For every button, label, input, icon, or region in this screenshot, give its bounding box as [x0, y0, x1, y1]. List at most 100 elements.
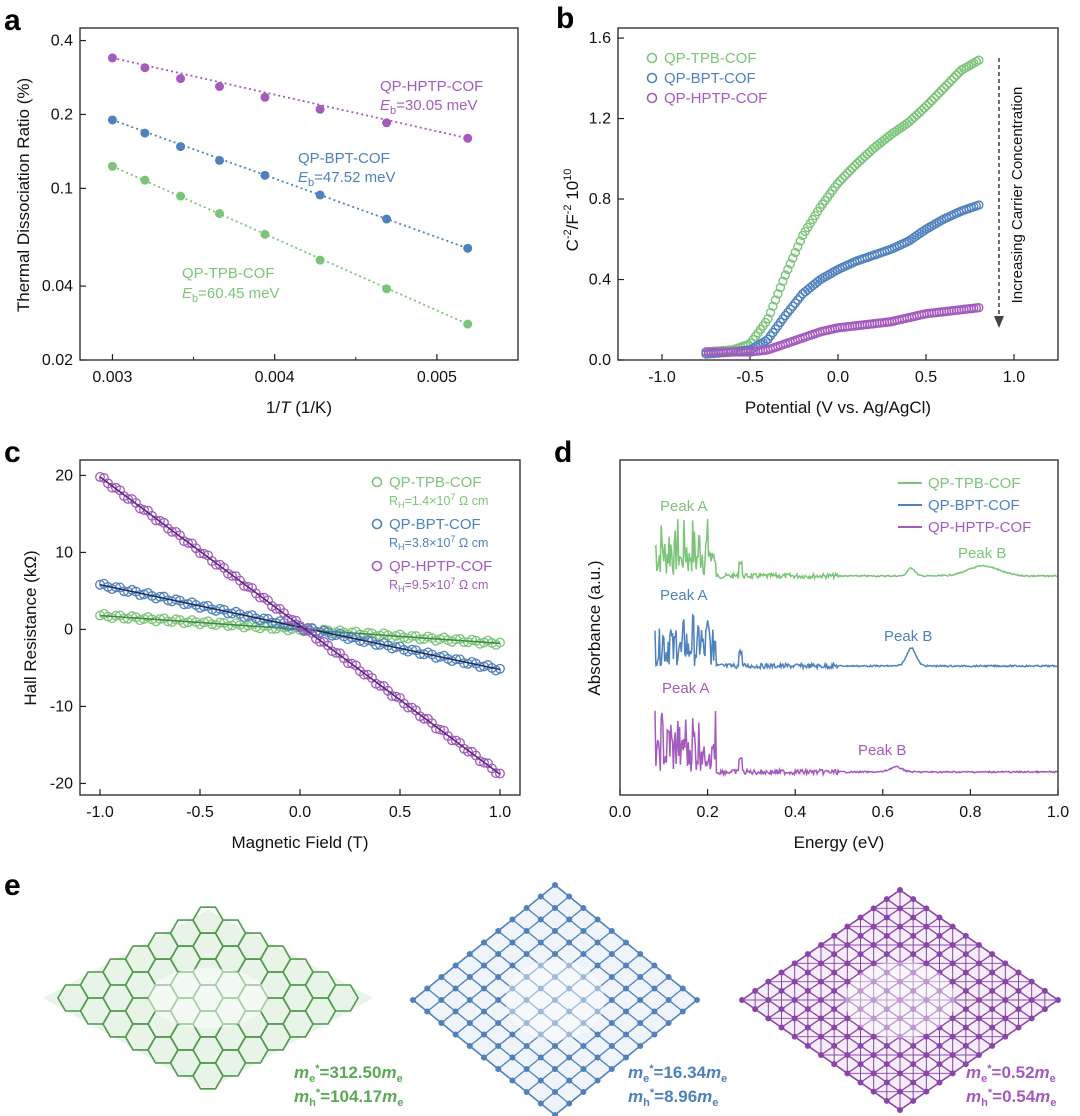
lattice-node — [466, 1020, 473, 1026]
lattice-node — [424, 1008, 431, 1015]
lattice-node — [495, 1066, 502, 1072]
data-point — [929, 93, 939, 103]
data-point — [260, 229, 270, 239]
data-point — [243, 581, 253, 592]
mh-bpt: mh*=8.96me — [628, 1087, 718, 1109]
data-point — [768, 301, 778, 311]
eb-hptp-a: Eb=30.05 meV — [380, 97, 477, 117]
peak-b-tpb: Peak B — [958, 545, 1006, 562]
legend-marker-hptp-c — [371, 560, 383, 572]
legend-bpt-b: QP-BPT-COF — [664, 70, 756, 87]
lattice-node — [537, 1008, 544, 1015]
y-tick-label: 0.4 — [589, 272, 611, 289]
y-tick-label: 0.2 — [51, 106, 73, 123]
data-point — [949, 72, 959, 83]
x-tick-label: 0.0 — [827, 369, 849, 386]
lattice-node — [438, 1020, 445, 1026]
lattice-highlight — [844, 961, 956, 1039]
lattice-node — [566, 1008, 573, 1015]
y-tick-label: -10 — [50, 698, 73, 715]
y-tick-label: 1.6 — [589, 30, 611, 47]
lattice-node — [594, 1054, 601, 1061]
lattice-node — [523, 997, 530, 1003]
data-point — [974, 55, 984, 65]
fit-line — [99, 583, 501, 671]
panel-b-points — [701, 55, 984, 359]
panel-d-spectra — [654, 518, 1058, 778]
data-point — [287, 614, 297, 625]
lattice-ring — [237, 1036, 269, 1064]
lattice-node — [566, 1100, 573, 1107]
data-point — [946, 75, 957, 85]
data-point — [775, 282, 786, 293]
lattice-node — [679, 1008, 686, 1015]
panel-b-ticks: -1.0 -0.5 0.0 0.5 1.0 0.0 0.4 0.8 1.2 1.6 — [589, 30, 1025, 386]
panel-d-legend: QP-TPB-COF QP-BPT-COF QP-HPTP-COF — [898, 475, 1031, 536]
data-point — [315, 104, 325, 114]
data-point — [215, 155, 225, 165]
lattice-node — [580, 1089, 587, 1095]
lattice-node — [509, 1077, 516, 1084]
carrier-arrow-head — [994, 316, 1004, 328]
lattice-node — [523, 1089, 530, 1095]
data-point — [382, 284, 392, 294]
panel-b: b -1.0 -0.5 0.0 0.5 1.0 0.0 0.4 0.8 1.2 1.6 Poten… — [556, 2, 1059, 417]
lattice-node — [637, 997, 644, 1003]
data-point — [176, 191, 186, 201]
lattice-node — [623, 1031, 629, 1038]
lattice-bond — [526, 907, 670, 1024]
data-point — [788, 253, 798, 263]
lattice-node — [552, 997, 558, 1003]
data-point — [435, 724, 445, 735]
data-point — [783, 264, 793, 275]
lattice-node — [537, 1100, 544, 1107]
panel-letter-a: a — [4, 4, 21, 37]
data-point — [127, 611, 137, 622]
data-point — [495, 768, 505, 779]
data-point — [936, 85, 947, 96]
panel-d-ticks: 0.0 0.2 0.4 0.6 0.8 1.0 — [609, 789, 1069, 821]
data-point — [176, 74, 186, 84]
lattice-node — [637, 1043, 644, 1049]
data-point — [463, 746, 473, 757]
x-tick-label: 0.004 — [255, 369, 295, 386]
y-tick-label: 0.04 — [42, 278, 73, 295]
legend-hptp-c: QP-HPTP-COF — [389, 558, 492, 575]
y-tick-label: 0.0 — [589, 352, 611, 369]
lattice-node — [537, 1031, 544, 1038]
lattice-node — [594, 1031, 601, 1038]
data-point — [951, 70, 962, 80]
data-point — [176, 142, 186, 152]
data-point — [926, 95, 937, 106]
y-tick-label: 0.1 — [51, 180, 73, 197]
mh-hptp: mh*=0.54me — [966, 1087, 1056, 1109]
lattice-highlight — [505, 959, 605, 1041]
lattice-node — [552, 1112, 558, 1116]
lattice-node — [481, 1008, 487, 1015]
data-point — [140, 128, 150, 138]
legend-hptp-b: QP-HPTP-COF — [664, 90, 767, 107]
lattice-hptp — [739, 887, 1061, 1113]
lattice-node — [580, 1066, 587, 1072]
data-point — [917, 105, 927, 116]
data-point — [835, 176, 845, 186]
lattice-bond — [497, 930, 641, 1047]
legend-tpb-b: QP-TPB-COF — [664, 50, 757, 67]
lattice-node — [452, 1031, 459, 1038]
lattice-node — [665, 997, 672, 1003]
data-point — [95, 471, 105, 482]
legend-marker-bpt-b — [646, 72, 658, 84]
data-point — [463, 133, 473, 143]
me-tpb: me*=312.50me — [294, 1063, 403, 1085]
lattice-node — [623, 1054, 629, 1061]
data-point — [785, 259, 796, 269]
lattice-node — [594, 1077, 601, 1084]
data-point — [215, 209, 225, 219]
peak-a-tpb: Peak A — [660, 498, 708, 515]
data-point — [941, 80, 952, 91]
data-point — [770, 295, 781, 305]
x-tick-label: 0.2 — [696, 804, 718, 821]
panel-d-ylabel: Absorbance (a.u.) — [585, 560, 604, 695]
lattice-node — [466, 1043, 473, 1049]
panel-c-legend: QP-TPB-COF RH=1.4×107 Ω cm QP-BPT-COF RH… — [371, 474, 492, 594]
